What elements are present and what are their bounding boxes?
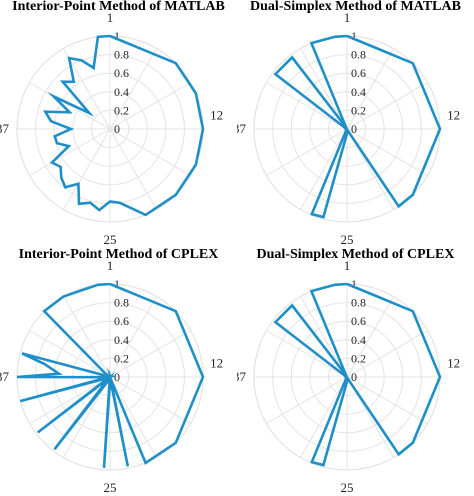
radial-tick-label: 0	[351, 122, 357, 136]
series-line	[273, 34, 442, 219]
polar-chart-panel-1: Interior-Point Method of MATLAB 0 0.2 0.4 0…	[0, 0, 237, 248]
grid-spoke	[109, 82, 191, 130]
grid-ring	[272, 302, 422, 452]
radial-tick-label: 1	[351, 29, 357, 43]
radial-tick-label: 0.4	[351, 85, 366, 99]
grid-spoke	[29, 128, 111, 176]
radial-tick-label: 0.4	[351, 333, 366, 347]
chart-title: Dual-Simplex Method of CPLEX	[256, 248, 455, 262]
grid-spoke	[29, 82, 111, 130]
angular-label: 37	[0, 369, 10, 384]
polar-chart-3: 0 0.2 0.4 0.6 0.8 11 12 25 37	[0, 258, 223, 495]
grid-spoke	[266, 376, 348, 424]
grid-spoke	[29, 376, 111, 424]
radial-tick-label: 1	[114, 29, 120, 43]
chart-title: Dual-Simplex Method of MATLAB	[250, 0, 461, 14]
radial-tick-label: 0	[351, 370, 357, 384]
radial-tick-label: 0.2	[114, 103, 129, 117]
angular-label: 37	[237, 369, 247, 384]
grid-spoke	[346, 330, 428, 378]
angular-label: 1	[107, 10, 114, 25]
radial-tick-label: 0.2	[351, 103, 366, 117]
grid-ring	[290, 320, 404, 434]
radial-tick-label: 0.6	[351, 66, 366, 80]
polar-chart-1: 0 0.2 0.4 0.6 0.8 11 12 25 37	[0, 10, 223, 247]
grid-spoke	[63, 296, 111, 378]
radial-tick-label: 1	[351, 277, 357, 291]
angular-label: 12	[447, 107, 460, 122]
polar-chart-panel-4: Dual-Simplex Method of CPLEX 0 0.2 0.4 0.6 0…	[237, 248, 474, 496]
radial-tick-label: 0.6	[114, 314, 129, 328]
angular-label: 12	[210, 107, 223, 122]
grid-spoke	[346, 48, 394, 130]
angular-label: 25	[104, 232, 117, 247]
grid-spoke	[266, 128, 348, 176]
angular-label: 12	[210, 355, 223, 370]
polar-chart-4: 0 0.2 0.4 0.6 0.8 11 12 25 37	[237, 258, 460, 495]
grid-ring	[90, 109, 130, 149]
chart-title: Interior-Point Method of MATLAB	[12, 0, 225, 14]
chart-title: Interior-Point Method of CPLEX	[18, 248, 219, 262]
grid-spoke	[346, 128, 428, 176]
grid-spoke	[346, 82, 428, 130]
grid-ring	[309, 339, 385, 415]
polar-chart-panel-3: Interior-Point Method of CPLEX 0 0.2 0.4 0.…	[0, 248, 237, 496]
radial-tick-label: 0	[114, 370, 120, 384]
grid-spoke	[300, 296, 348, 378]
grid-spoke	[300, 128, 348, 210]
grid-spoke	[63, 128, 111, 210]
grid-ring	[290, 72, 404, 186]
grid-spoke	[346, 296, 394, 378]
grid-ring	[53, 72, 167, 186]
angular-label: 1	[344, 10, 351, 25]
grid-spoke	[29, 330, 111, 378]
grid-ring	[272, 54, 422, 204]
grid-spoke	[266, 330, 348, 378]
radial-tick-label: 0.8	[351, 48, 366, 62]
angular-label: 12	[447, 355, 460, 370]
grid-spoke	[346, 376, 428, 424]
radial-tick-label: 0	[114, 122, 120, 136]
polar-chart-2: 0 0.2 0.4 0.6 0.8 11 12 25 37	[237, 10, 460, 247]
grid-spoke	[109, 296, 157, 378]
radial-tick-label: 0.4	[114, 333, 129, 347]
radial-tick-label: 0.2	[351, 351, 366, 365]
radial-tick-label: 0.8	[351, 296, 366, 310]
grid-spoke	[109, 376, 157, 458]
grid-ring	[327, 109, 367, 149]
radial-tick-label: 0.2	[114, 351, 129, 365]
grid-spoke	[109, 330, 191, 378]
radial-tick-label: 0.8	[114, 296, 129, 310]
grid-spoke	[109, 48, 157, 130]
series-line	[273, 282, 442, 467]
grid-spoke	[300, 376, 348, 458]
series-line	[42, 34, 205, 217]
series-line	[16, 282, 205, 468]
polar-chart-panel-2: Dual-Simplex Method of MATLAB 0 0.2 0.4 0.6…	[237, 0, 474, 248]
angular-label: 25	[341, 232, 354, 247]
angular-label: 1	[107, 258, 114, 273]
grid-ring	[327, 357, 367, 397]
radial-tick-label: 0.6	[351, 314, 366, 328]
angular-label: 37	[0, 121, 10, 136]
angular-label: 25	[104, 480, 117, 495]
angular-label: 1	[344, 258, 351, 273]
grid-spoke	[109, 128, 157, 210]
grid-spoke	[300, 48, 348, 130]
grid-spoke	[63, 48, 111, 130]
grid-ring	[309, 91, 385, 167]
radial-tick-label: 0.6	[114, 66, 129, 80]
angular-label: 25	[341, 480, 354, 495]
grid-spoke	[109, 376, 191, 424]
grid-spoke	[109, 128, 191, 176]
radial-tick-label: 0.4	[114, 85, 129, 99]
angular-label: 37	[237, 121, 247, 136]
radial-tick-label: 1	[114, 277, 120, 291]
grid-spoke	[266, 82, 348, 130]
radial-tick-label: 0.8	[114, 48, 129, 62]
grid-ring	[35, 54, 185, 204]
